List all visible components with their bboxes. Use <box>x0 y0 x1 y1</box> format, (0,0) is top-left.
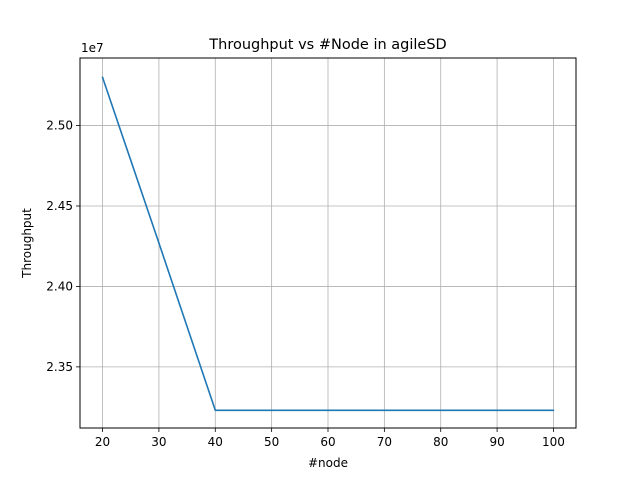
y-axis-label: Throughput <box>20 208 34 279</box>
x-tick-label: 60 <box>320 435 335 449</box>
y-tick-label: 2.35 <box>46 360 73 374</box>
tick-layer: 20 30 40 50 60 70 80 90 100 2.35 2.40 2.45 2.50 <box>46 119 565 449</box>
data-point <box>552 409 555 412</box>
series-layer <box>101 76 555 412</box>
x-tick-label: 70 <box>377 435 392 449</box>
y-tick-label: 2.50 <box>46 119 73 133</box>
data-point <box>327 409 329 412</box>
x-tick-label: 80 <box>433 435 448 449</box>
x-tick-label: 30 <box>151 435 166 449</box>
data-point <box>214 409 217 412</box>
data-point <box>158 242 160 244</box>
x-tick-label: 20 <box>95 435 110 449</box>
grid-layer <box>80 58 576 428</box>
x-tick-label: 100 <box>542 435 565 449</box>
x-axis-label: #node <box>308 456 348 470</box>
data-point <box>270 409 273 412</box>
x-tick-label: 40 <box>208 435 223 449</box>
data-point <box>383 409 386 412</box>
chart-title: Throughput vs #Node in agileSD <box>208 37 446 53</box>
y-tick-label: 2.40 <box>46 279 73 293</box>
y-tick-label: 2.45 <box>46 199 73 213</box>
y-offset-label: 1e7 <box>81 41 104 55</box>
data-point <box>101 76 104 79</box>
x-tick-label: 50 <box>264 435 279 449</box>
data-point <box>496 409 498 412</box>
x-tick-label: 90 <box>489 435 504 449</box>
data-point <box>439 409 442 412</box>
